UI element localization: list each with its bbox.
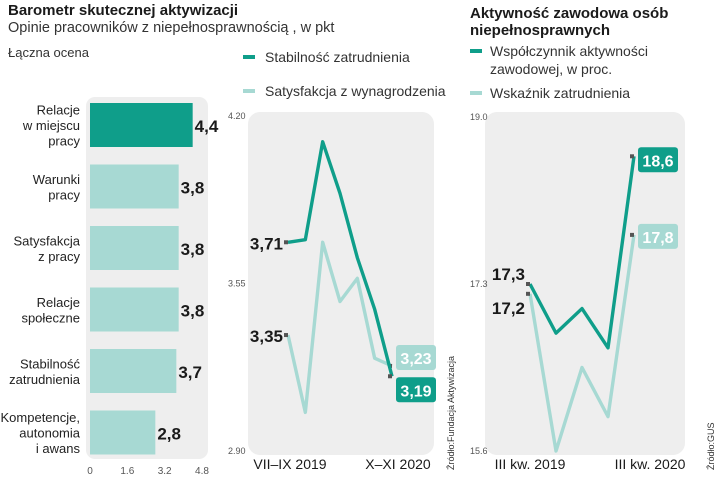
end-value-box [396, 344, 436, 370]
bar-category-label: Relacje [37, 103, 80, 118]
end-value-label: 18,6 [642, 153, 673, 170]
series-line [286, 240, 393, 415]
legend-label: Stabilność zatrudnienia [265, 49, 410, 65]
endpoint-marker [284, 333, 288, 338]
legend-label: Współczynnik aktywności [490, 43, 648, 59]
bar-category-label: Warunki [33, 172, 80, 187]
end-value-box [396, 377, 436, 403]
line-panel-background [248, 112, 434, 455]
x-axis-label: III kw. 2019 [495, 456, 566, 472]
legend-label: Satysfakcja z wynagrodzenia [265, 83, 446, 99]
y-tick-label: 4.20 [228, 111, 246, 121]
bar-category-label: Satysfakcja [14, 233, 81, 248]
bar-category-label: i awans [36, 441, 81, 456]
bar-value-label: 2,8 [157, 425, 181, 444]
series-line [528, 234, 636, 453]
start-value-label: 3,35 [250, 327, 283, 346]
bar [90, 410, 156, 455]
start-value-label: 17,3 [492, 265, 525, 284]
bar [90, 103, 193, 147]
left-subtitle: Opinie pracowników z niepełnosprawnością… [8, 20, 335, 36]
endpoint-marker [630, 232, 634, 237]
bar [90, 226, 179, 270]
right-title-line2: niepełnosprawnych [470, 22, 611, 39]
bar [90, 164, 179, 209]
x-axis-label: III kw. 2020 [615, 456, 686, 472]
y-tick-label: 15.6 [470, 446, 488, 456]
bar-value-label: 3,8 [181, 179, 205, 198]
y-tick-label: 17.3 [470, 279, 488, 289]
endpoint-marker [284, 240, 288, 245]
bar-category-label: Relacje [37, 295, 80, 310]
bar [90, 349, 177, 393]
bar-category-label: pracy [48, 134, 80, 149]
right-title-line1: Aktywność zawodowa osób [470, 5, 669, 22]
endpoint-marker [526, 282, 530, 286]
series-line [287, 140, 394, 377]
bar-category-label: Kompetencje, [1, 410, 81, 425]
endpoint-marker [630, 154, 634, 159]
x-tick-label: 1.6 [120, 466, 134, 477]
left-title: Barometr skutecznej aktywizacji [8, 2, 239, 19]
y-tick-label: 3.55 [228, 279, 246, 289]
bar-value-label: 3,8 [181, 302, 205, 321]
bar-category-label: Stabilność [20, 356, 80, 371]
overall-label: Łączna ocena [8, 45, 89, 60]
bar-category-label: autonomia [19, 426, 80, 441]
bar-category-label: pracy [48, 187, 80, 202]
x-tick-label: 0 [87, 466, 93, 477]
bar-value-label: 3,8 [181, 240, 205, 259]
bar [90, 287, 179, 332]
bar-value-label: 3,7 [178, 363, 202, 382]
legend-label: zawodowej, w proc. [490, 61, 612, 77]
end-value-label: 3,23 [400, 351, 431, 368]
bar-category-label: zatrudnienia [9, 372, 81, 387]
end-value-label: 3,19 [400, 383, 431, 400]
legend-label: Wskaźnik zatrudnienia [490, 85, 630, 101]
endpoint-marker [388, 374, 392, 379]
bar-value-label: 4,4 [195, 117, 219, 136]
series-line [528, 156, 636, 350]
y-tick-label: 2.90 [228, 446, 246, 456]
x-axis-label: X–XI 2020 [365, 456, 431, 472]
bar-category-label: w miejscu [22, 118, 80, 133]
x-tick-label: 4.8 [195, 466, 209, 477]
start-value-label: 17,2 [492, 299, 525, 318]
end-value-label: 17,8 [642, 230, 673, 247]
line-panel-background [485, 112, 685, 455]
bar-category-label: społeczne [21, 310, 80, 325]
x-tick-label: 3.2 [158, 466, 172, 477]
bar-category-label: z pracy [38, 249, 80, 264]
end-value-box [638, 147, 678, 173]
y-tick-label: 19.0 [470, 112, 488, 122]
endpoint-marker [526, 291, 530, 296]
x-axis-label: VII–IX 2019 [253, 456, 326, 472]
start-value-label: 3,71 [250, 234, 283, 253]
end-value-box [638, 223, 678, 249]
bar-panel-background [86, 97, 208, 459]
